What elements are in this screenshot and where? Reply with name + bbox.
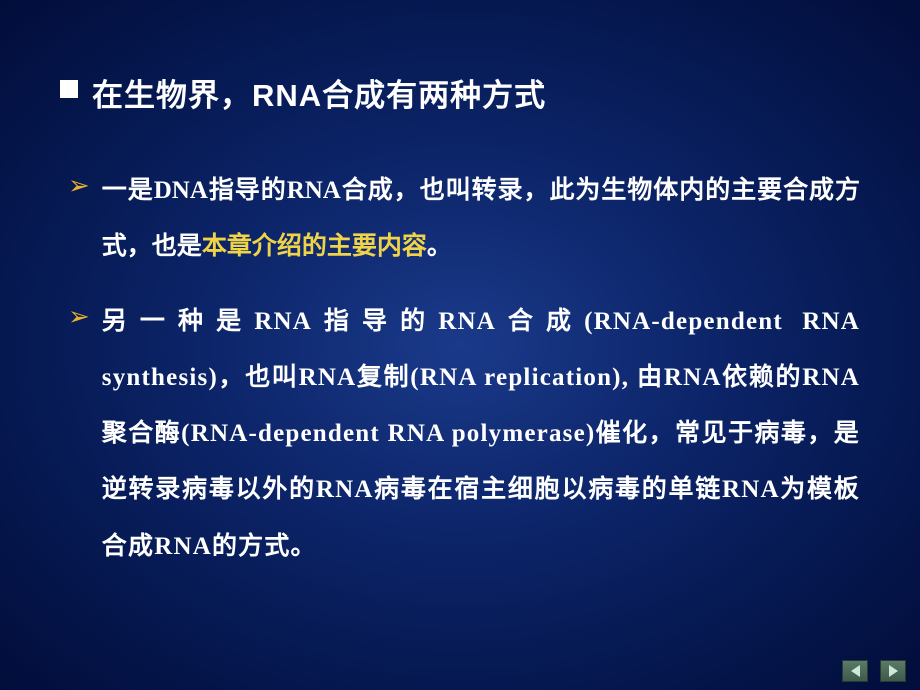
- arrow-left-icon: [851, 665, 860, 677]
- bullet-text-1: 一是DNA指导的RNA合成，也叫转录，此为生物体内的主要合成方式，也是本章介绍的…: [102, 163, 860, 276]
- navigation-buttons: [842, 660, 906, 682]
- prev-button[interactable]: [842, 660, 868, 682]
- bullet-text-2: 另一种是RNA指导的RNA合成(RNA-dependent RNA synthe…: [102, 294, 860, 575]
- bullet-item-2: ➢ 另一种是RNA指导的RNA合成(RNA-dependent RNA synt…: [60, 294, 860, 575]
- bullet-item-1: ➢ 一是DNA指导的RNA合成，也叫转录，此为生物体内的主要合成方式，也是本章介…: [60, 163, 860, 276]
- title-row: 在生物界，RNA合成有两种方式: [60, 70, 860, 115]
- slide-title: 在生物界，RNA合成有两种方式: [92, 70, 546, 115]
- square-bullet-icon: [60, 80, 78, 98]
- arrow-right-icon: [889, 665, 898, 677]
- bullet-1-post: 。: [427, 233, 452, 260]
- arrow-bullet-icon: ➢: [68, 163, 90, 207]
- arrow-bullet-icon: ➢: [68, 294, 90, 338]
- slide-container: 在生物界，RNA合成有两种方式 ➢ 一是DNA指导的RNA合成，也叫转录，此为生…: [0, 0, 920, 575]
- bullet-1-highlight: 本章介绍的主要内容: [202, 233, 427, 260]
- next-button[interactable]: [880, 660, 906, 682]
